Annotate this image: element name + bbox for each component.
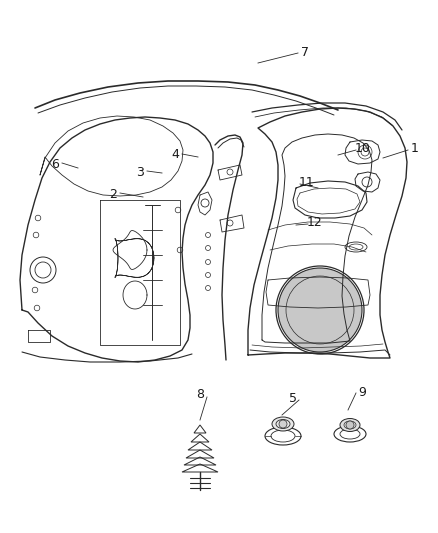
Text: 10: 10 (355, 141, 371, 155)
Text: 2: 2 (109, 189, 117, 201)
Circle shape (279, 420, 287, 428)
Circle shape (278, 268, 362, 352)
Text: 12: 12 (307, 215, 323, 229)
Text: 3: 3 (136, 166, 144, 179)
Text: 8: 8 (196, 389, 204, 401)
Text: 1: 1 (411, 141, 419, 155)
Ellipse shape (272, 417, 294, 431)
Text: 9: 9 (358, 385, 366, 399)
Text: 6: 6 (51, 158, 59, 172)
Text: 7: 7 (301, 45, 309, 59)
Circle shape (346, 421, 354, 429)
Ellipse shape (340, 418, 360, 432)
Text: 4: 4 (171, 149, 179, 161)
Text: 5: 5 (289, 392, 297, 405)
Text: 11: 11 (299, 176, 315, 190)
